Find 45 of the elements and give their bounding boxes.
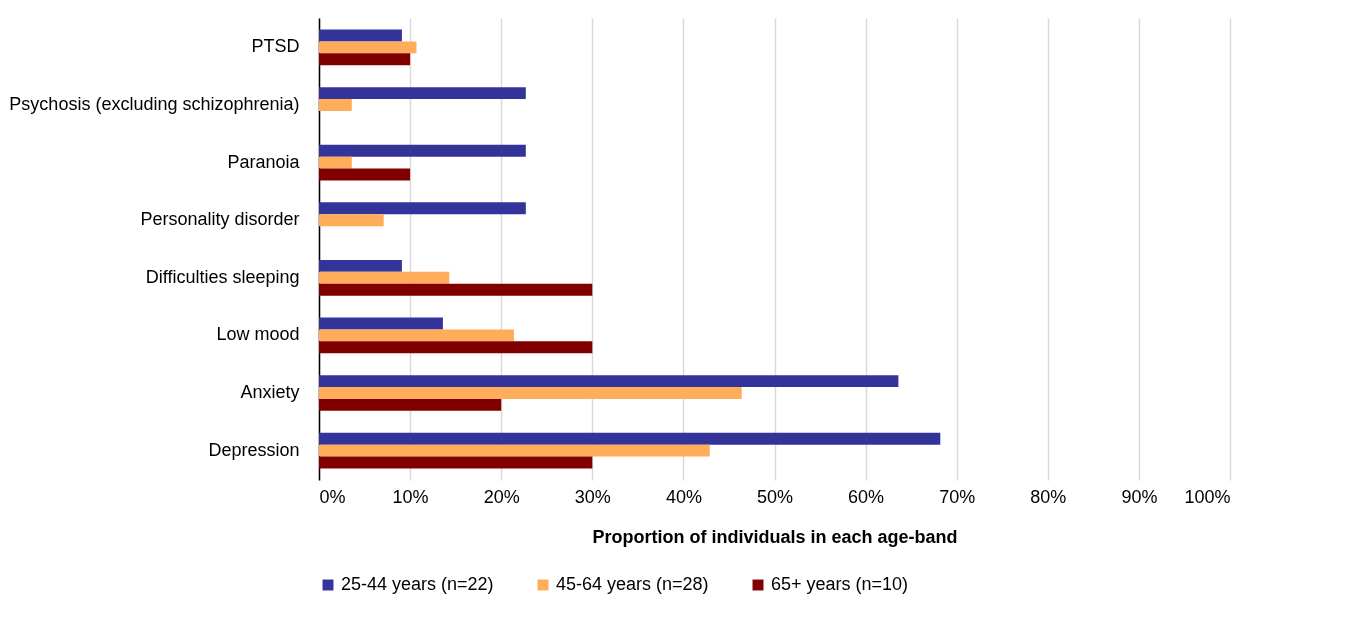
bar bbox=[319, 202, 526, 215]
x-tick-label: 0% bbox=[319, 486, 346, 507]
x-tick-label: 40% bbox=[665, 486, 702, 507]
bar bbox=[319, 168, 411, 181]
x-tick-label: 30% bbox=[574, 486, 611, 507]
bar bbox=[319, 41, 417, 54]
bar bbox=[319, 271, 450, 284]
x-tick-label: 60% bbox=[848, 486, 885, 507]
bar bbox=[319, 329, 514, 342]
bar bbox=[319, 53, 411, 66]
bar bbox=[319, 29, 402, 42]
bar bbox=[319, 99, 352, 111]
y-tick-label: Paranoia bbox=[227, 151, 301, 172]
bar bbox=[319, 87, 526, 100]
bar bbox=[319, 144, 526, 157]
bar bbox=[319, 214, 384, 227]
bar bbox=[319, 387, 742, 399]
legend-label: 65+ years (n=10) bbox=[771, 574, 909, 594]
y-tick-label: PTSD bbox=[251, 36, 300, 57]
y-tick-label: Depression bbox=[208, 439, 300, 460]
x-tick-label: 50% bbox=[756, 486, 794, 507]
bar bbox=[319, 283, 593, 296]
bar bbox=[319, 456, 593, 469]
x-tick-label: 10% bbox=[392, 486, 429, 507]
bar bbox=[319, 341, 593, 354]
y-tick-label: Difficulties sleeping bbox=[145, 266, 300, 287]
y-tick-label: Psychosis (excluding schizophrenia) bbox=[9, 93, 300, 114]
x-tick-label: 100% bbox=[1184, 486, 1231, 507]
bar bbox=[319, 375, 899, 388]
bar bbox=[319, 432, 941, 445]
bar bbox=[319, 317, 443, 330]
x-axis-title: Proportion of individuals in each age-band bbox=[592, 526, 958, 547]
x-tick-label: 70% bbox=[939, 486, 976, 507]
x-tick-label: 80% bbox=[1030, 486, 1067, 507]
bar bbox=[319, 398, 502, 411]
y-tick-label: Low mood bbox=[216, 324, 300, 345]
x-tick-label: 20% bbox=[483, 486, 520, 507]
bar bbox=[319, 444, 710, 457]
legend-label: 45-64 years (n=28) bbox=[556, 574, 709, 594]
x-tick-label: 90% bbox=[1121, 486, 1158, 507]
legend-label: 25-44 years (n=22) bbox=[341, 574, 494, 594]
bar bbox=[319, 259, 402, 272]
y-tick-label: Anxiety bbox=[240, 382, 300, 403]
y-tick-label: Personality disorder bbox=[140, 209, 300, 230]
bar bbox=[319, 156, 352, 169]
